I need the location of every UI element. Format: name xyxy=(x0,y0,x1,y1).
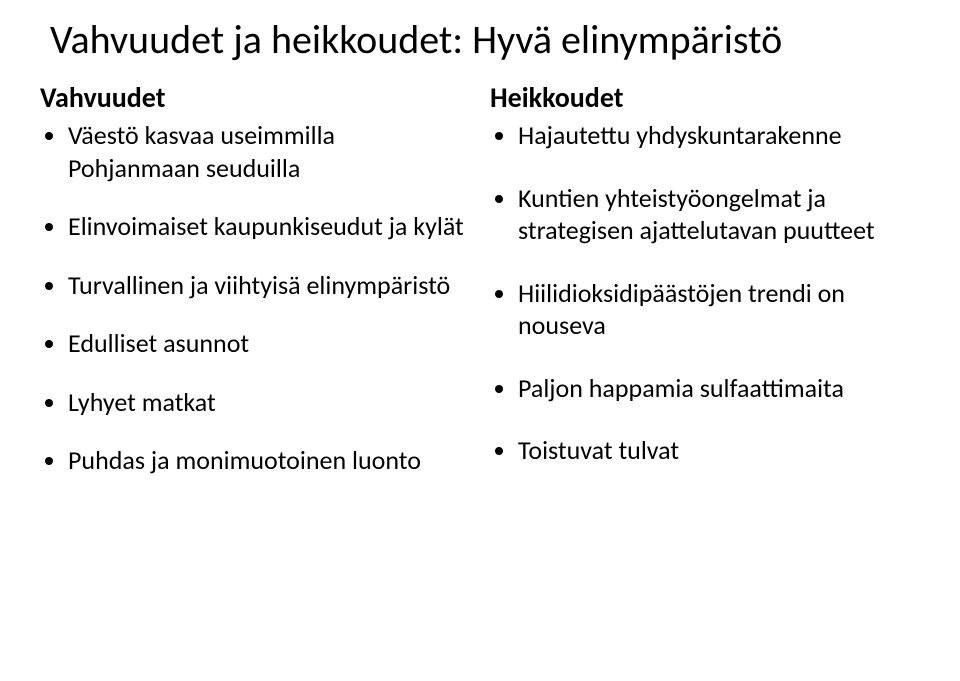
left-list-1: Väestö kasvaa useimmilla Pohjanmaan seud… xyxy=(40,119,470,184)
list-item: Kuntien yhteistyöongelmat ja strategisen… xyxy=(518,182,920,247)
list-item: Elinvoimaiset kaupunkiseudut ja kylät xyxy=(68,210,470,243)
slide: Vahvuudet ja heikkoudet: Hyvä elinympäri… xyxy=(0,0,960,681)
slide-title: Vahvuudet ja heikkoudet: Hyvä elinympäri… xyxy=(50,18,920,62)
left-column: Vahvuudet Väestö kasvaa useimmilla Pohja… xyxy=(40,80,470,661)
columns: Vahvuudet Väestö kasvaa useimmilla Pohja… xyxy=(40,80,920,661)
left-list-4: Edulliset asunnot xyxy=(40,327,470,360)
list-item: Edulliset asunnot xyxy=(68,327,470,360)
right-list-2: Kuntien yhteistyöongelmat ja strategisen… xyxy=(490,182,920,247)
right-list-3: Hiilidioksidipäästöjen trendi on nouseva xyxy=(490,277,920,342)
right-column: Heikkoudet Hajautettu yhdyskuntarakenne … xyxy=(490,80,920,661)
list-item: Puhdas ja monimuotoinen luonto xyxy=(68,444,470,477)
left-list-6: Puhdas ja monimuotoinen luonto xyxy=(40,444,470,477)
list-item: Lyhyet matkat xyxy=(68,386,470,419)
left-list-2: Elinvoimaiset kaupunkiseudut ja kylät xyxy=(40,210,470,243)
left-heading: Vahvuudet xyxy=(40,80,470,115)
left-list-3: Turvallinen ja viihtyisä elinympäristö xyxy=(40,269,470,302)
list-item: Toistuvat tulvat xyxy=(518,434,920,467)
list-item: Hiilidioksidipäästöjen trendi on nouseva xyxy=(518,277,920,342)
list-item: Hajautettu yhdyskuntarakenne xyxy=(518,119,920,152)
list-item: Turvallinen ja viihtyisä elinympäristö xyxy=(68,269,470,302)
right-heading: Heikkoudet xyxy=(490,80,920,115)
left-list-5: Lyhyet matkat xyxy=(40,386,470,419)
right-list-5: Toistuvat tulvat xyxy=(490,434,920,467)
right-list-1: Hajautettu yhdyskuntarakenne xyxy=(490,119,920,152)
list-item: Väestö kasvaa useimmilla Pohjanmaan seud… xyxy=(68,119,470,184)
right-list-4: Paljon happamia sulfaattimaita xyxy=(490,372,920,405)
list-item: Paljon happamia sulfaattimaita xyxy=(518,372,920,405)
